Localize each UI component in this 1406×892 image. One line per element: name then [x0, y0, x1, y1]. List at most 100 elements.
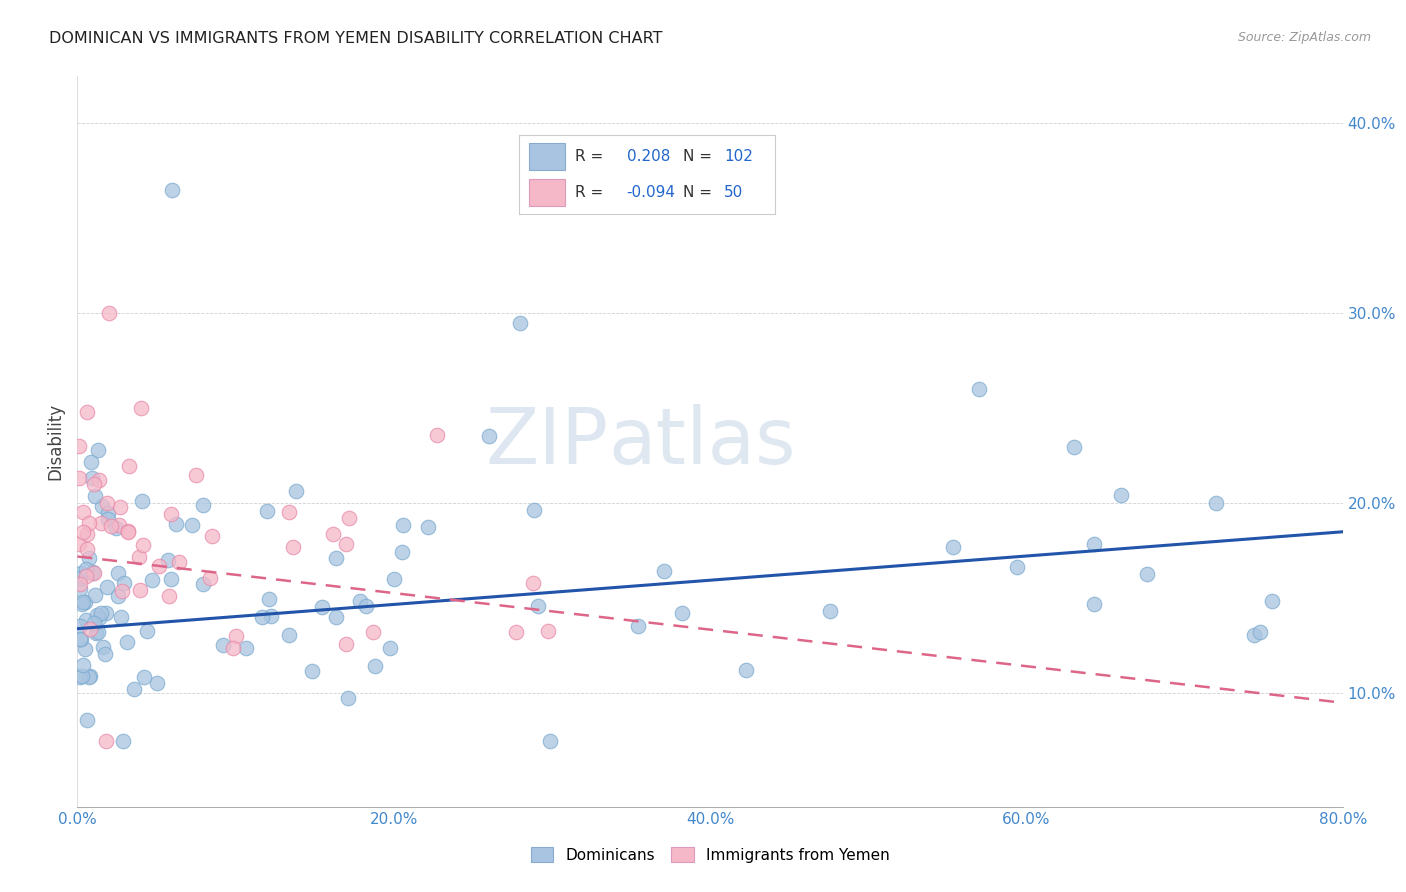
Point	[117, 524, 139, 538]
Point	[107, 566, 129, 580]
Point	[322, 527, 344, 541]
Point	[76, 405, 98, 419]
Point	[277, 505, 299, 519]
Point	[75, 569, 97, 583]
Point	[167, 555, 190, 569]
Point	[90, 607, 112, 621]
Point	[941, 540, 963, 554]
Point	[361, 624, 384, 639]
Point	[426, 428, 449, 442]
Point	[75, 613, 97, 627]
Point	[1205, 496, 1227, 510]
Text: -0.094: -0.094	[627, 185, 675, 200]
Point	[378, 640, 401, 655]
Point	[159, 507, 181, 521]
Point	[391, 518, 413, 533]
Text: R =: R =	[575, 185, 603, 200]
Point	[250, 609, 273, 624]
Point	[256, 504, 278, 518]
Point	[198, 570, 221, 584]
Point	[184, 467, 207, 482]
Point	[69, 571, 91, 585]
Point	[165, 516, 187, 531]
Point	[478, 429, 501, 443]
Point	[77, 516, 100, 530]
Point	[69, 632, 91, 646]
Point	[260, 608, 283, 623]
Point	[96, 580, 118, 594]
Point	[112, 575, 135, 590]
Point	[181, 517, 204, 532]
Point	[104, 521, 127, 535]
Point	[129, 401, 152, 416]
Point	[69, 619, 91, 633]
Point	[72, 505, 94, 519]
Point	[87, 611, 110, 625]
Point	[1005, 560, 1028, 574]
Point	[94, 733, 117, 747]
Point	[70, 597, 93, 611]
Y-axis label: Disability: Disability	[46, 403, 65, 480]
Point	[523, 502, 546, 516]
Point	[1083, 537, 1105, 551]
Point	[522, 576, 544, 591]
Legend: Dominicans, Immigrants from Yemen: Dominicans, Immigrants from Yemen	[524, 841, 896, 869]
Point	[391, 545, 413, 559]
Point	[80, 455, 103, 469]
Point	[132, 670, 155, 684]
Point	[671, 606, 693, 620]
Point	[1260, 594, 1282, 608]
Point	[131, 538, 153, 552]
Point	[91, 499, 114, 513]
Text: atlas: atlas	[609, 403, 796, 480]
Point	[652, 564, 675, 578]
Point	[148, 559, 170, 574]
Point	[337, 511, 360, 525]
Point	[87, 442, 110, 457]
Point	[1109, 488, 1132, 502]
Point	[97, 506, 120, 520]
Point	[160, 572, 183, 586]
Point	[201, 529, 224, 543]
Point	[91, 640, 114, 654]
Point	[80, 566, 103, 581]
Point	[538, 733, 561, 747]
Point	[79, 669, 101, 683]
Text: N =: N =	[683, 185, 711, 200]
Point	[111, 733, 134, 747]
Point	[83, 477, 105, 491]
Point	[69, 582, 91, 596]
Point	[364, 659, 387, 673]
Point	[77, 670, 100, 684]
Point	[79, 622, 101, 636]
Point	[110, 610, 132, 624]
Text: N =: N =	[683, 149, 711, 164]
Point	[76, 713, 98, 727]
Point	[87, 625, 110, 640]
Point	[349, 594, 371, 608]
Point	[76, 542, 98, 557]
Point	[98, 306, 120, 320]
Point	[90, 516, 112, 531]
Point	[75, 595, 97, 609]
Point	[1136, 566, 1159, 581]
Point	[285, 483, 308, 498]
Point	[73, 642, 96, 657]
Point	[67, 471, 90, 485]
Point	[67, 537, 90, 551]
Point	[107, 517, 129, 532]
Point	[72, 524, 94, 539]
Point	[354, 599, 377, 613]
Point	[100, 518, 122, 533]
Point	[1243, 627, 1265, 641]
Point	[222, 641, 245, 656]
Point	[384, 572, 406, 586]
Point	[128, 549, 150, 564]
FancyBboxPatch shape	[529, 178, 565, 205]
Point	[89, 474, 111, 488]
Point	[128, 582, 150, 597]
Point	[96, 496, 118, 510]
Point	[79, 551, 101, 566]
Text: ZIP: ZIP	[486, 403, 609, 480]
Point	[97, 512, 120, 526]
